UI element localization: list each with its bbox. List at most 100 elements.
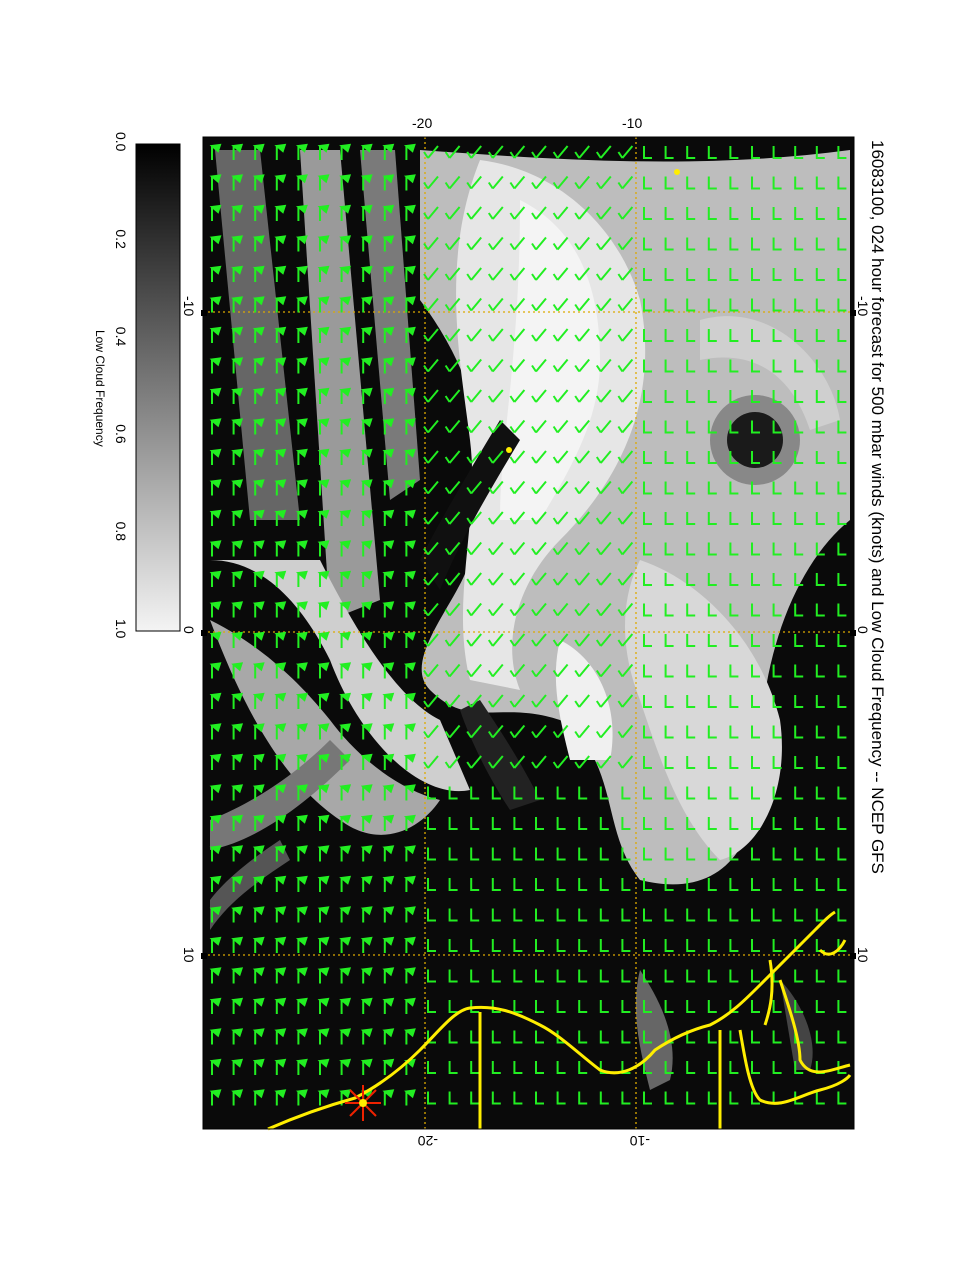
wind-barb [617,328,634,342]
wind-barb [403,997,416,1014]
wind-barb [794,847,804,861]
wind-barb [295,1058,308,1075]
wind-barb [686,908,696,922]
wind-barb [729,390,739,403]
wind-barb [664,1000,674,1013]
top-tick-label: -20 [412,115,432,131]
wind-barb [274,235,287,252]
coastline [267,910,852,1131]
wind-barb [686,176,696,190]
wind-barb [578,817,588,830]
wind-barb [729,725,739,739]
wind-barb [209,753,222,770]
wind-barb [403,723,416,740]
wind-barb [274,418,287,435]
wind-barb [751,725,760,739]
left-tick-label: 10 [181,947,197,963]
wind-barb [513,1061,523,1074]
wind-barb [252,1028,265,1045]
colorbar-tick-label: 0.4 [113,327,129,347]
wind-barb [664,451,674,464]
wind-barb [295,1089,308,1106]
wind-barb [772,298,782,312]
wind-barb [466,145,482,159]
wind-barb [617,663,634,678]
wind-barb [617,358,634,373]
wind-barb [209,570,222,587]
wind-barb [556,1091,566,1105]
wind-barb [403,875,416,892]
wind-barb [448,1030,458,1044]
wind-barb [552,694,569,708]
wind-barb [595,450,612,464]
wind-barb [574,541,590,556]
wind-barb [317,570,330,587]
wind-barb [466,236,482,251]
wind-barb [274,204,287,221]
bottom-tick-label: -20 [418,1133,438,1149]
wind-barb [837,664,847,678]
wind-barb [729,298,739,312]
wind-barb [274,1028,287,1045]
wind-barb [252,997,265,1014]
wind-barb [360,601,373,618]
wind-barb [382,418,395,435]
wind-barb [231,906,244,923]
wind-barb [552,358,569,373]
wind-barb [599,878,609,891]
wind-barb [794,878,804,891]
wind-barb [595,633,612,647]
wind-barb [427,908,436,922]
wind-barb [382,326,395,343]
wind-barb [707,176,717,190]
wind-barb [664,634,674,647]
wind-barb [466,602,482,617]
wind-barb [466,694,482,708]
wind-barb [729,878,739,891]
wind-barb [578,1061,588,1074]
wind-barb [574,206,590,220]
wind-barb [772,329,782,342]
wind-barb [595,694,612,708]
wind-barb [252,784,265,801]
wind-barb [487,480,504,495]
wind-barb [360,540,373,557]
wind-barb [815,603,825,617]
wind-barb [317,265,330,282]
wind-barb [423,511,439,525]
wind-barb [491,878,501,891]
wind-barb [317,936,330,953]
wind-barb [707,1000,717,1013]
wind-barb [403,936,416,953]
wind-barb [360,631,373,648]
wind-barb [599,969,609,983]
wind-barb [617,267,634,281]
wind-barb [403,1089,416,1106]
wind-barb [252,601,265,618]
wind-barb [751,1061,760,1074]
wind-barb [317,875,330,892]
wind-barb [252,296,265,313]
wind-barb [751,847,760,861]
wind-barb [686,1061,696,1074]
wind-barb [470,1000,480,1013]
wind-barb [815,695,825,708]
wind-barb [837,481,847,495]
wind-barb [595,511,612,525]
small-marker [674,169,680,175]
wind-barb [339,479,352,496]
colorbar-scale [135,143,181,632]
wind-barb [707,207,717,220]
wind-barb [487,633,504,647]
wind-barb [815,268,825,281]
wind-barb [815,908,825,922]
wind-barb [643,298,652,312]
wind-barb [209,723,222,740]
wind-barb [209,997,222,1014]
wind-barb [643,329,652,342]
wind-barb [403,387,416,404]
wind-barb [617,236,634,251]
wind-barb [772,542,782,556]
wind-barb [448,817,458,830]
